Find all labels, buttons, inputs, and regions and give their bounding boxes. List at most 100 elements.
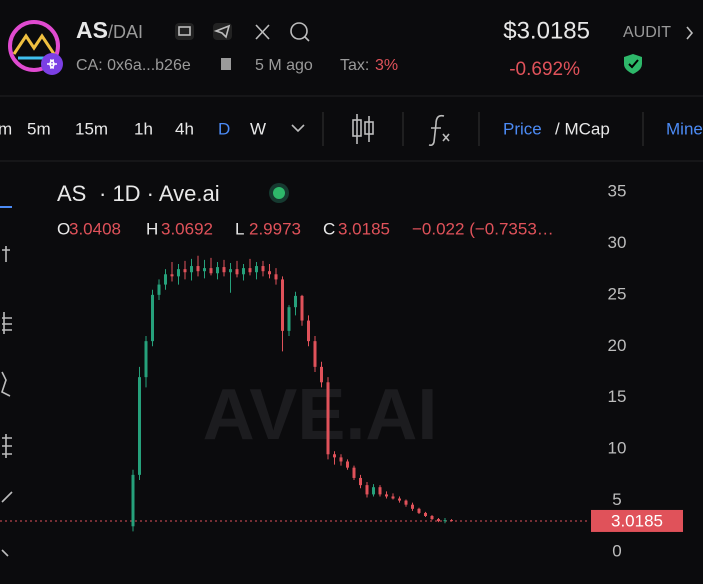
indicator-icon[interactable] (428, 114, 450, 146)
candle-body (385, 494, 388, 497)
tax-value: 3% (375, 57, 398, 74)
candle-body (261, 266, 265, 272)
last-price-box (591, 509, 683, 532)
candle-body (144, 341, 148, 378)
ohlc-value: 3.0692 (161, 219, 213, 238)
candle-body (255, 266, 258, 273)
candle-body (450, 520, 453, 522)
candle-body (378, 487, 382, 495)
website-icon[interactable] (175, 23, 194, 40)
price-toggle[interactable]: Price (503, 119, 542, 138)
candle-body (372, 487, 375, 495)
candle-body (209, 268, 213, 274)
chart-symbol: AS (57, 181, 86, 206)
tool[interactable] (1, 371, 11, 397)
token-logo (8, 20, 63, 75)
candle-body (437, 519, 440, 522)
candle-body (307, 320, 310, 342)
status-dot (273, 187, 285, 199)
x-icon[interactable] (255, 24, 270, 40)
interval[interactable]: 1h (134, 119, 153, 138)
candle-body (411, 504, 414, 509)
candle-body (203, 268, 206, 272)
candle-body (216, 267, 219, 274)
y-tick-label: 15 (608, 387, 627, 406)
candle-body (391, 496, 395, 499)
interval-bar: m 5m 15m 1h 4h D W (0, 119, 266, 138)
candle-body (443, 520, 447, 522)
candle-body (274, 274, 278, 280)
change: -0.692% (509, 59, 580, 80)
ohlc-value: 2.9973 (249, 219, 301, 238)
interval[interactable]: W (250, 119, 266, 138)
ohlc-label: L (235, 219, 244, 238)
chart-subtitle: · 1D · Ave.ai (99, 181, 220, 206)
candle-body (417, 508, 421, 513)
interval[interactable]: 5m (27, 119, 51, 138)
quote: /DAI (108, 22, 143, 42)
tool[interactable] (2, 312, 12, 334)
interval[interactable]: 15m (75, 119, 108, 138)
candle-body (326, 382, 330, 455)
candle-body (131, 474, 135, 527)
interval-dropdown[interactable] (291, 124, 305, 133)
tax-label: Tax: (340, 57, 369, 74)
copy-icon[interactable] (221, 58, 231, 70)
candle-type-icon[interactable] (352, 114, 374, 144)
candle-body (222, 267, 226, 273)
audit[interactable]: AUDIT (623, 24, 671, 41)
audit-chevron[interactable] (686, 26, 694, 40)
candle-body (313, 341, 317, 367)
candle-body (294, 295, 297, 308)
candle-body (229, 269, 232, 273)
ohlc-label: H (146, 219, 158, 238)
candle-body (138, 377, 141, 475)
y-tick-label: 5 (612, 490, 621, 509)
ohlc-legend: O3.0408 H 3.0692 L 2.9973 C 3.0185 −0.022 (−0.7… (57, 219, 554, 238)
candle-body (235, 269, 239, 275)
y-tick-label: 35 (608, 181, 627, 200)
ohlc-value: −0.022 (−0.7353… (412, 219, 554, 238)
ohlc-value: 3.0185 (338, 219, 390, 238)
y-tick-label: 10 (608, 439, 627, 458)
ohlc-label: O (57, 219, 70, 238)
y-tick-label: 0 (612, 541, 621, 560)
candle-body (242, 268, 245, 275)
candle-body (170, 274, 174, 277)
tool[interactable] (1, 549, 9, 557)
candle-body (177, 269, 180, 277)
search-icon[interactable] (290, 22, 310, 42)
candle-body (287, 307, 291, 331)
candle-body (339, 457, 343, 462)
contract[interactable]: CA: 0x6a...b26e (76, 57, 191, 74)
telegram-icon[interactable] (213, 23, 232, 40)
interval[interactable]: D (218, 119, 230, 138)
last-price-label: 3.0185 (611, 511, 663, 530)
mcap-toggle[interactable]: / MCap (555, 119, 610, 138)
price: $3.0185 (503, 17, 590, 44)
interval[interactable]: m (0, 119, 12, 138)
tool[interactable] (1, 491, 13, 503)
candle-body (320, 366, 323, 383)
candle-body (404, 500, 408, 505)
tool[interactable] (2, 246, 10, 262)
tool[interactable] (2, 434, 12, 458)
age: 5 M ago (255, 57, 313, 74)
ohlc-label: C (323, 219, 335, 238)
candle-body (365, 485, 369, 495)
candle-body (183, 269, 187, 273)
candle-body (300, 295, 304, 321)
candle-body (398, 498, 401, 501)
drawing-tools (0, 206, 13, 557)
candle-body (157, 284, 161, 295)
candle-body (164, 274, 167, 285)
plot: 0 5 10 15 20 25 30 35 3.0185 (0, 181, 683, 560)
y-tick-label: 30 (608, 233, 627, 252)
interval[interactable]: 4h (175, 119, 194, 138)
candle-body (248, 268, 252, 273)
mine-toggle[interactable]: Mine (666, 119, 703, 138)
ohlc-value: 3.0408 (69, 219, 121, 238)
